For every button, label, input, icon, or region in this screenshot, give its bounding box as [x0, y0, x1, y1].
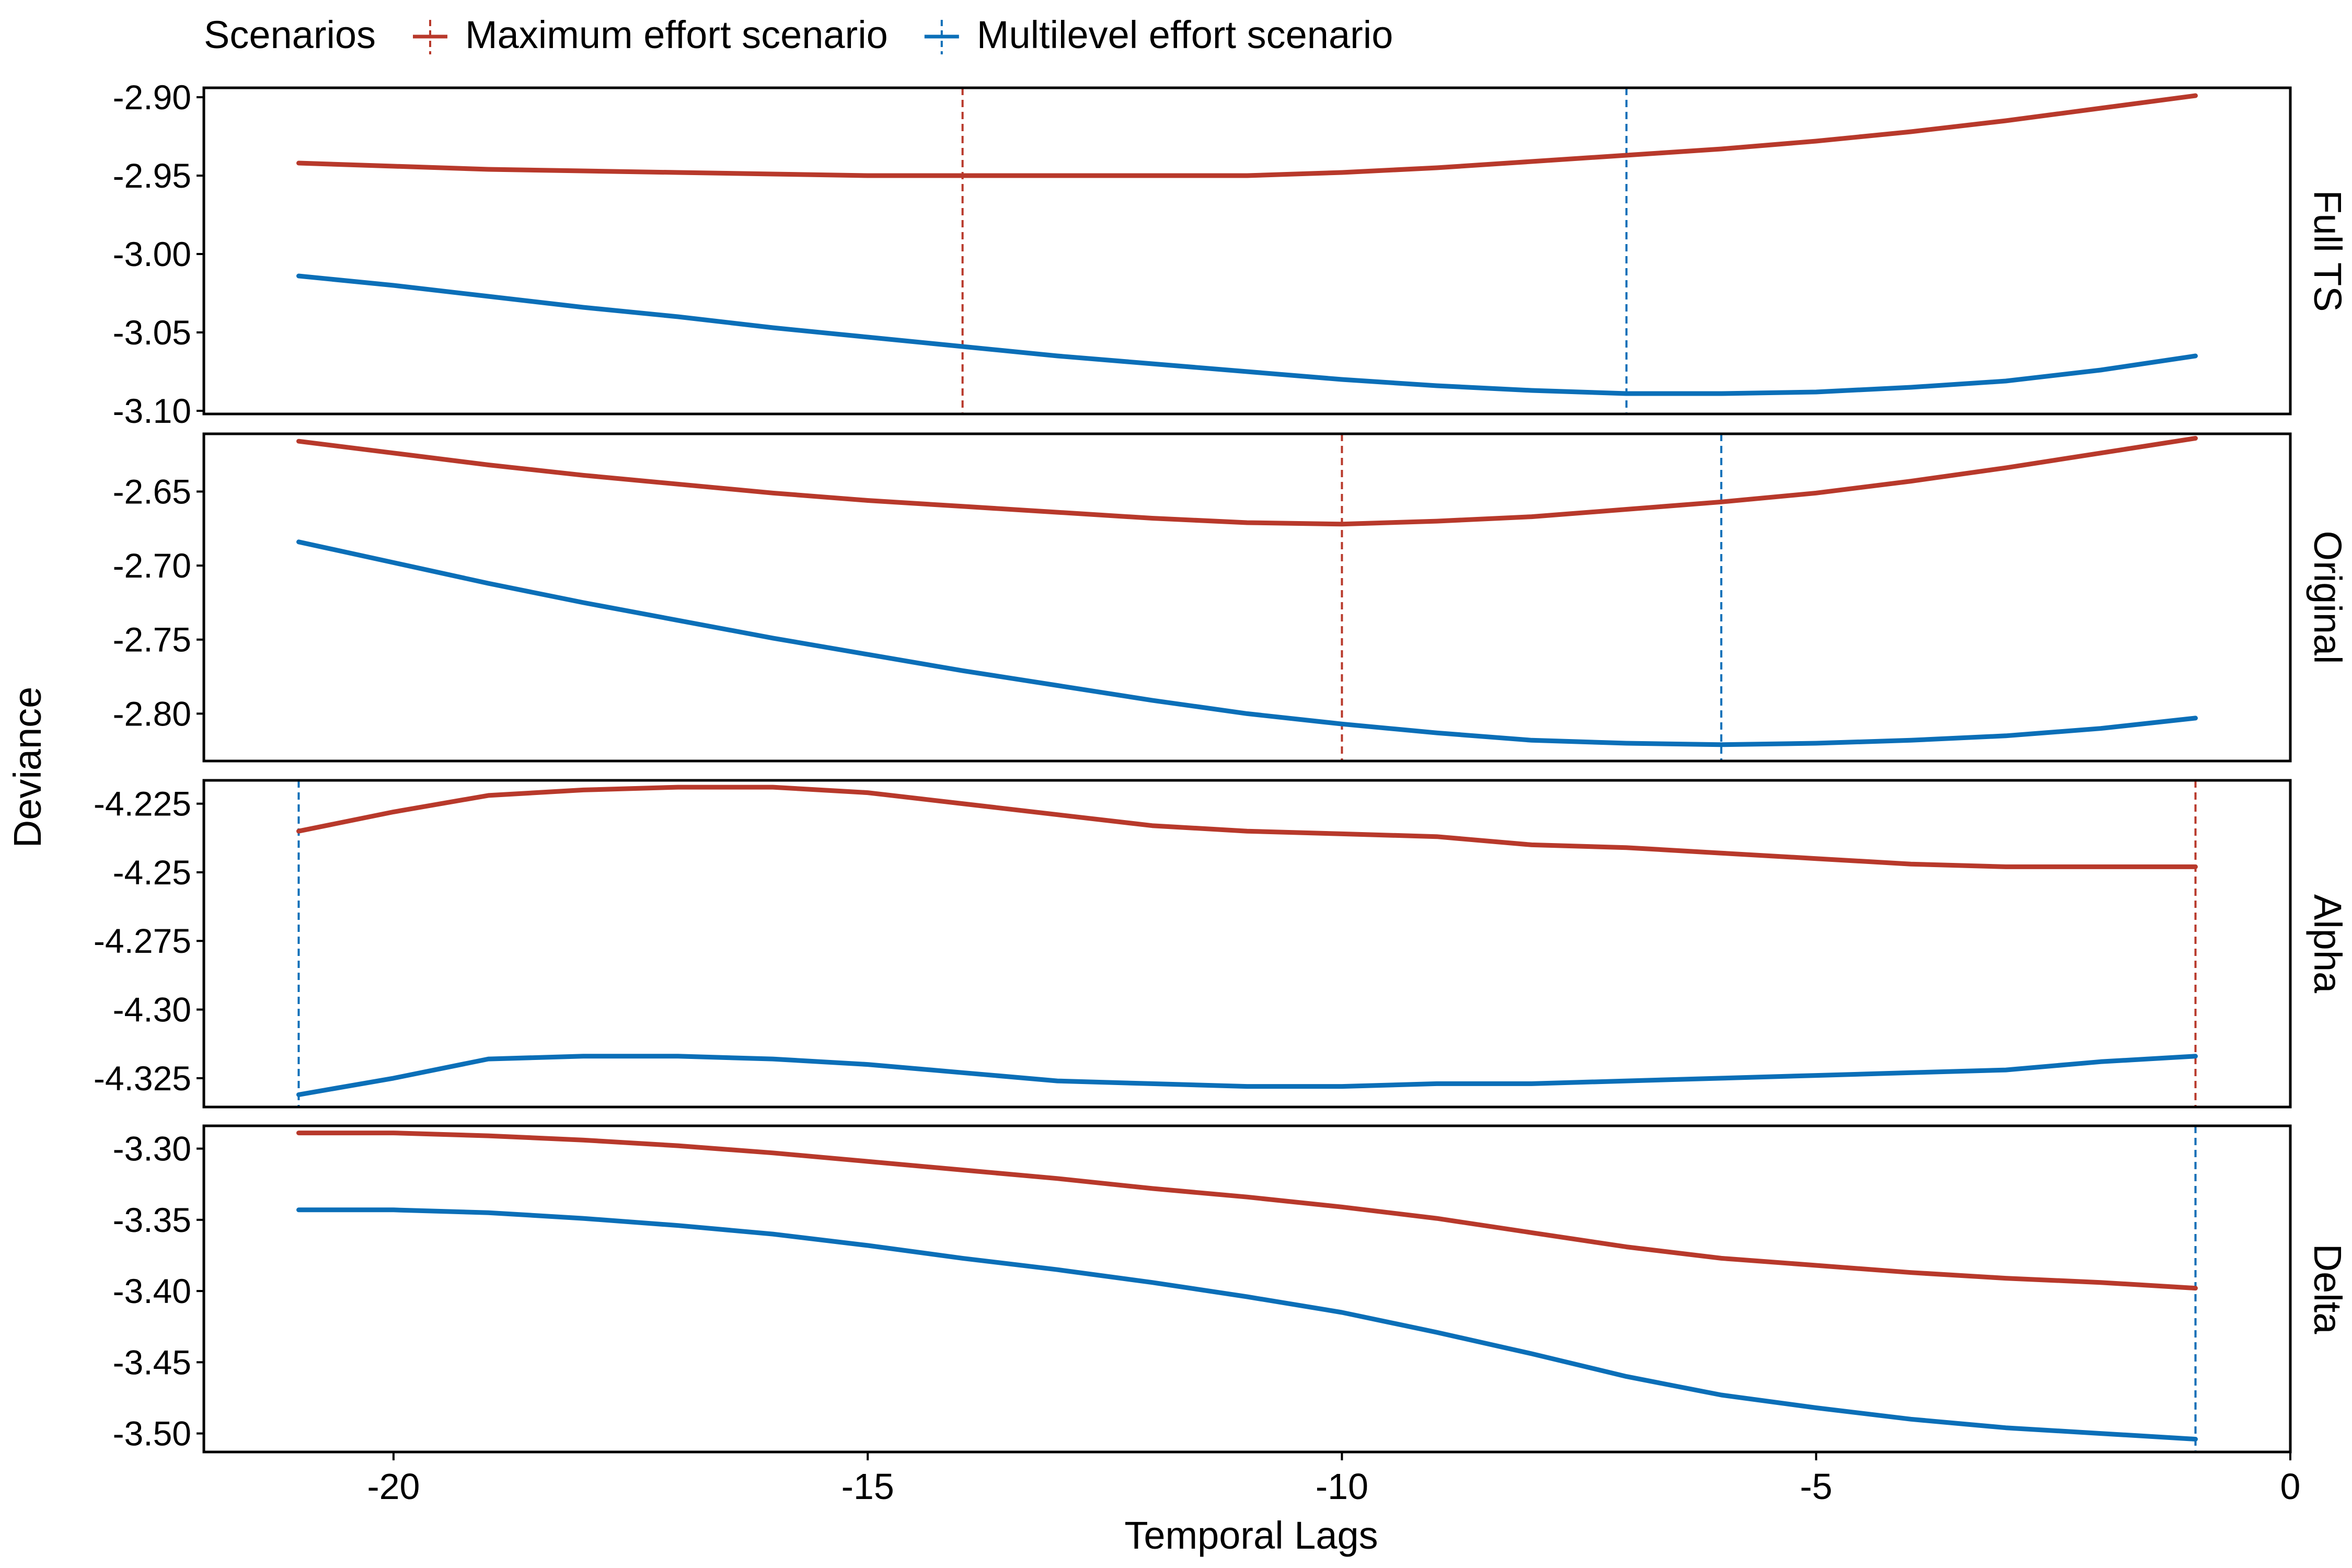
series-line-multilevel-effort-scenario — [296, 539, 2198, 747]
legend-title: Scenarios — [204, 13, 376, 56]
y-tick-label: -2.95 — [113, 156, 191, 195]
y-tick-label: -2.90 — [113, 78, 191, 117]
y-axis-title: Deviance — [6, 687, 49, 848]
y-tick-label: -3.00 — [113, 235, 191, 273]
series-line-multilevel-effort-scenario — [296, 273, 2198, 396]
x-axis: -20 -15 -10 -5 0 — [367, 1452, 2300, 1507]
series-line-maximum-effort-scenario — [296, 1131, 2198, 1291]
panel-border — [202, 432, 2292, 763]
x-tick-label: 0 — [2280, 1466, 2301, 1507]
panel-strip-label: Original — [2306, 531, 2349, 664]
panel-strip-label: Full TS — [2306, 190, 2349, 312]
y-tick-label: -3.10 — [113, 391, 191, 430]
y-tick-label: -4.275 — [94, 921, 191, 960]
y-tick-label: -2.75 — [113, 620, 191, 659]
y-tick-label: -3.05 — [113, 313, 191, 352]
y-tick-label: -2.70 — [113, 546, 191, 585]
series-line-maximum-effort-scenario — [296, 436, 2198, 527]
y-tick-label: -3.45 — [113, 1343, 191, 1381]
panel-alpha: -4.225 -4.25 -4.275 -4.30 -4.325 Alpha — [94, 779, 2349, 1109]
x-tick-label: -5 — [1800, 1466, 1832, 1507]
series-line-multilevel-effort-scenario — [296, 1054, 2198, 1097]
y-tick-label: -3.35 — [113, 1201, 191, 1239]
panel-border — [202, 779, 2292, 1109]
y-tick-label: -3.30 — [113, 1129, 191, 1168]
panel-original: -2.65 -2.70 -2.75 -2.80 Original — [113, 432, 2349, 763]
legend: Scenarios Maximum effort scenario Multile… — [204, 13, 1393, 56]
y-tick-label: -4.325 — [94, 1059, 191, 1098]
panel-strip-label: Delta — [2306, 1244, 2349, 1335]
y-tick-label: -4.25 — [113, 853, 191, 892]
panel-strip-label: Alpha — [2306, 894, 2349, 994]
y-tick-label: -4.225 — [94, 785, 191, 823]
series-line-maximum-effort-scenario — [296, 785, 2198, 869]
panel-delta: -3.30 -3.35 -3.40 -3.45 -3.50 Delta — [113, 1124, 2349, 1454]
y-tick-label: -2.65 — [113, 472, 191, 511]
y-tick-label: -3.40 — [113, 1272, 191, 1310]
y-tick-label: -2.80 — [113, 694, 191, 733]
legend-item-maximum-effort-scenario: Maximum effort scenario — [413, 13, 888, 56]
panel-border — [202, 1124, 2292, 1454]
panel-border — [202, 86, 2292, 416]
series-line-multilevel-effort-scenario — [296, 1207, 2198, 1442]
legend-item-label: Maximum effort scenario — [465, 13, 888, 56]
y-tick-label: -4.30 — [113, 990, 191, 1029]
legend-item-multilevel-effort-scenario: Multilevel effort scenario — [924, 13, 1393, 56]
y-tick-label: -3.50 — [113, 1414, 191, 1453]
x-tick-label: -20 — [367, 1466, 420, 1507]
x-tick-label: -15 — [841, 1466, 894, 1507]
legend-item-label: Multilevel effort scenario — [977, 13, 1393, 56]
panel-full-ts: -2.90 -2.95 -3.00 -3.05 -3.10 Full TS — [113, 78, 2349, 430]
x-tick-label: -10 — [1316, 1466, 1368, 1507]
x-axis-title: Temporal Lags — [1124, 1514, 1378, 1557]
series-line-maximum-effort-scenario — [296, 93, 2198, 178]
